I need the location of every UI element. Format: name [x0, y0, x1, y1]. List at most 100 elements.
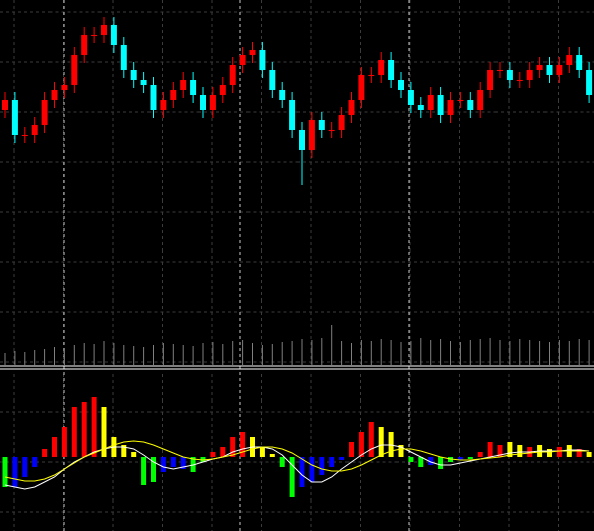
candle-body: [348, 100, 355, 115]
candle-body: [180, 80, 187, 90]
candle-body: [308, 120, 315, 150]
candle-body: [51, 90, 58, 100]
histogram-bar: [329, 457, 335, 467]
histogram-bar: [339, 457, 345, 460]
candle-body: [130, 70, 137, 80]
candle-body: [368, 75, 375, 76]
candle-body: [299, 130, 305, 150]
price-grid: [0, 0, 594, 364]
histogram-bar: [12, 457, 18, 487]
indicator-grid: [0, 371, 594, 531]
candle-body: [31, 125, 38, 135]
candle-body: [21, 135, 28, 136]
histogram-bar: [299, 457, 305, 487]
candle-body: [536, 65, 543, 70]
candle-body: [120, 45, 127, 70]
candle-body: [61, 85, 68, 90]
candle-body: [101, 25, 107, 35]
histogram-bar: [428, 457, 434, 465]
candle-body: [467, 100, 474, 110]
histogram-bar: [42, 449, 48, 457]
candle-body: [140, 80, 147, 85]
candle-body: [388, 60, 395, 80]
histogram-bar: [408, 457, 414, 462]
histogram-bar: [438, 457, 444, 469]
histogram-bar: [240, 432, 246, 457]
histogram-bar: [556, 447, 562, 457]
candle-body: [427, 95, 434, 110]
candle-body: [566, 55, 573, 65]
candle-body: [160, 100, 167, 110]
indicator-line: [4, 440, 590, 482]
histogram-bar: [71, 407, 77, 457]
histogram-bar: [349, 442, 354, 457]
histogram-bar: [418, 457, 424, 467]
candle-body: [209, 95, 216, 110]
histogram-bar: [507, 442, 513, 457]
histogram-bar: [398, 445, 404, 457]
histogram-bar: [131, 452, 137, 457]
histogram-bar: [378, 427, 384, 457]
candle-body: [289, 100, 296, 130]
candle-body: [229, 65, 236, 85]
candle-body: [259, 50, 266, 70]
histogram-bar: [81, 402, 87, 457]
candle-body: [249, 50, 256, 55]
candle-body: [497, 70, 503, 71]
candle-body: [398, 80, 404, 90]
candle-body: [190, 80, 197, 95]
candle-body: [437, 95, 444, 115]
candle-body: [447, 100, 454, 115]
candle-body: [170, 90, 177, 100]
candle-body: [71, 55, 78, 85]
histogram-bar: [151, 457, 156, 482]
candle-body: [407, 90, 414, 105]
candle-body: [457, 100, 464, 101]
histogram-bar: [91, 397, 97, 457]
histogram-bar: [467, 457, 473, 459]
candle-body: [279, 90, 286, 100]
candle-body: [200, 95, 206, 110]
candle-body: [526, 70, 533, 80]
candle-body: [81, 35, 88, 55]
histogram-bar: [289, 457, 295, 497]
period-separators: [63, 0, 410, 531]
candle-body: [41, 100, 48, 125]
histogram-bar: [477, 452, 483, 457]
candle-body: [546, 65, 553, 75]
candle-body: [487, 70, 494, 90]
histogram-bar: [259, 447, 265, 457]
histogram-bar: [52, 437, 57, 457]
candle-body: [11, 100, 18, 135]
candle-body: [219, 85, 226, 95]
candle-body: [556, 65, 563, 75]
histogram-bar: [487, 442, 493, 457]
histogram-bar: [230, 437, 236, 457]
histogram-bar: [269, 454, 275, 457]
histogram-bar: [61, 427, 67, 457]
histogram-bar: [358, 432, 364, 457]
histogram-bar: [210, 452, 216, 457]
candle-body: [338, 115, 345, 130]
candle-body: [506, 70, 513, 80]
candle-body: [318, 120, 325, 130]
histogram-bar: [22, 457, 28, 477]
histogram-bar: [547, 449, 552, 457]
histogram-bar: [141, 457, 147, 485]
histogram-bar: [32, 457, 38, 467]
candle-body: [516, 80, 523, 81]
candle-body: [239, 55, 246, 65]
histogram-bar: [160, 457, 166, 472]
candle-body: [328, 130, 335, 131]
histogram-bar: [319, 457, 325, 475]
histogram-bar: [279, 457, 285, 467]
candle-body: [91, 35, 98, 36]
histogram-bar: [586, 452, 592, 457]
histogram-bar: [368, 422, 374, 457]
candle-body: [477, 90, 484, 110]
histogram-bar: [457, 457, 463, 460]
candle-body: [417, 105, 424, 110]
histogram-bar: [497, 445, 503, 457]
histogram-bar: [180, 457, 186, 469]
